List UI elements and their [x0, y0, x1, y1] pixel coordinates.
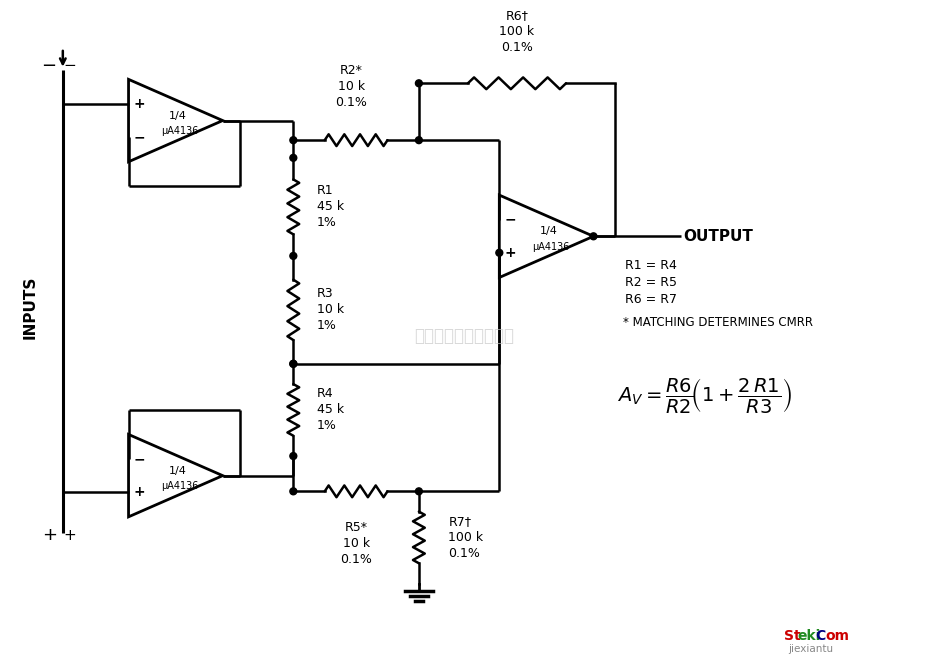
Text: INPUTS: INPUTS [23, 275, 38, 338]
Text: 1/4: 1/4 [169, 465, 186, 476]
Text: om: om [824, 628, 848, 643]
Circle shape [289, 252, 297, 260]
Text: St: St [783, 628, 799, 643]
Circle shape [415, 488, 422, 495]
Text: +: + [133, 485, 145, 499]
Text: −: − [133, 130, 145, 144]
Circle shape [415, 137, 422, 144]
Text: −: − [63, 58, 76, 73]
Text: +: + [503, 246, 515, 260]
Text: +: + [43, 526, 57, 544]
Text: μA4136: μA4136 [160, 481, 198, 491]
Text: R7†
100 k
0.1%: R7† 100 k 0.1% [448, 515, 483, 560]
Circle shape [289, 488, 297, 495]
Text: μA4136: μA4136 [531, 242, 568, 252]
Text: OUTPUT: OUTPUT [683, 229, 753, 244]
Text: R6 = R7: R6 = R7 [624, 293, 676, 306]
Text: R1 = R4: R1 = R4 [624, 260, 676, 272]
Text: μA4136: μA4136 [160, 126, 198, 136]
Circle shape [590, 233, 596, 240]
Circle shape [289, 453, 297, 459]
Text: jiexiantu: jiexiantu [788, 644, 832, 654]
Circle shape [289, 360, 297, 367]
Text: R3
10 k
1%: R3 10 k 1% [316, 287, 344, 332]
Text: +: + [133, 97, 145, 111]
Circle shape [289, 154, 297, 162]
Text: R5*
10 k
0.1%: R5* 10 k 0.1% [340, 521, 372, 566]
Circle shape [415, 80, 422, 87]
Text: $A_V = \dfrac{R6}{R2}\!\left(1 + \dfrac{2\,R1}{R3}\right)$: $A_V = \dfrac{R6}{R2}\!\left(1 + \dfrac{… [616, 376, 792, 414]
Circle shape [495, 250, 502, 256]
Circle shape [289, 360, 297, 367]
Circle shape [289, 137, 297, 144]
Text: 杭州将睢科技有限公司: 杭州将睢科技有限公司 [413, 327, 514, 346]
Text: 1/4: 1/4 [539, 226, 557, 236]
Text: 1/4: 1/4 [169, 111, 186, 120]
Text: eki: eki [796, 628, 819, 643]
Text: C: C [814, 628, 824, 643]
Text: R1
45 k
1%: R1 45 k 1% [316, 185, 344, 229]
Text: +: + [63, 528, 76, 543]
Text: R4
45 k
1%: R4 45 k 1% [316, 387, 344, 432]
Text: * MATCHING DETERMINES CMRR: * MATCHING DETERMINES CMRR [622, 316, 812, 329]
Text: −: − [133, 452, 145, 466]
Text: R6†
100 k
0.1%: R6† 100 k 0.1% [499, 9, 534, 54]
Text: R2*
10 k
0.1%: R2* 10 k 0.1% [335, 64, 367, 109]
Text: −: − [42, 57, 57, 75]
Text: R2 = R5: R2 = R5 [624, 276, 676, 289]
Text: −: − [503, 213, 515, 227]
